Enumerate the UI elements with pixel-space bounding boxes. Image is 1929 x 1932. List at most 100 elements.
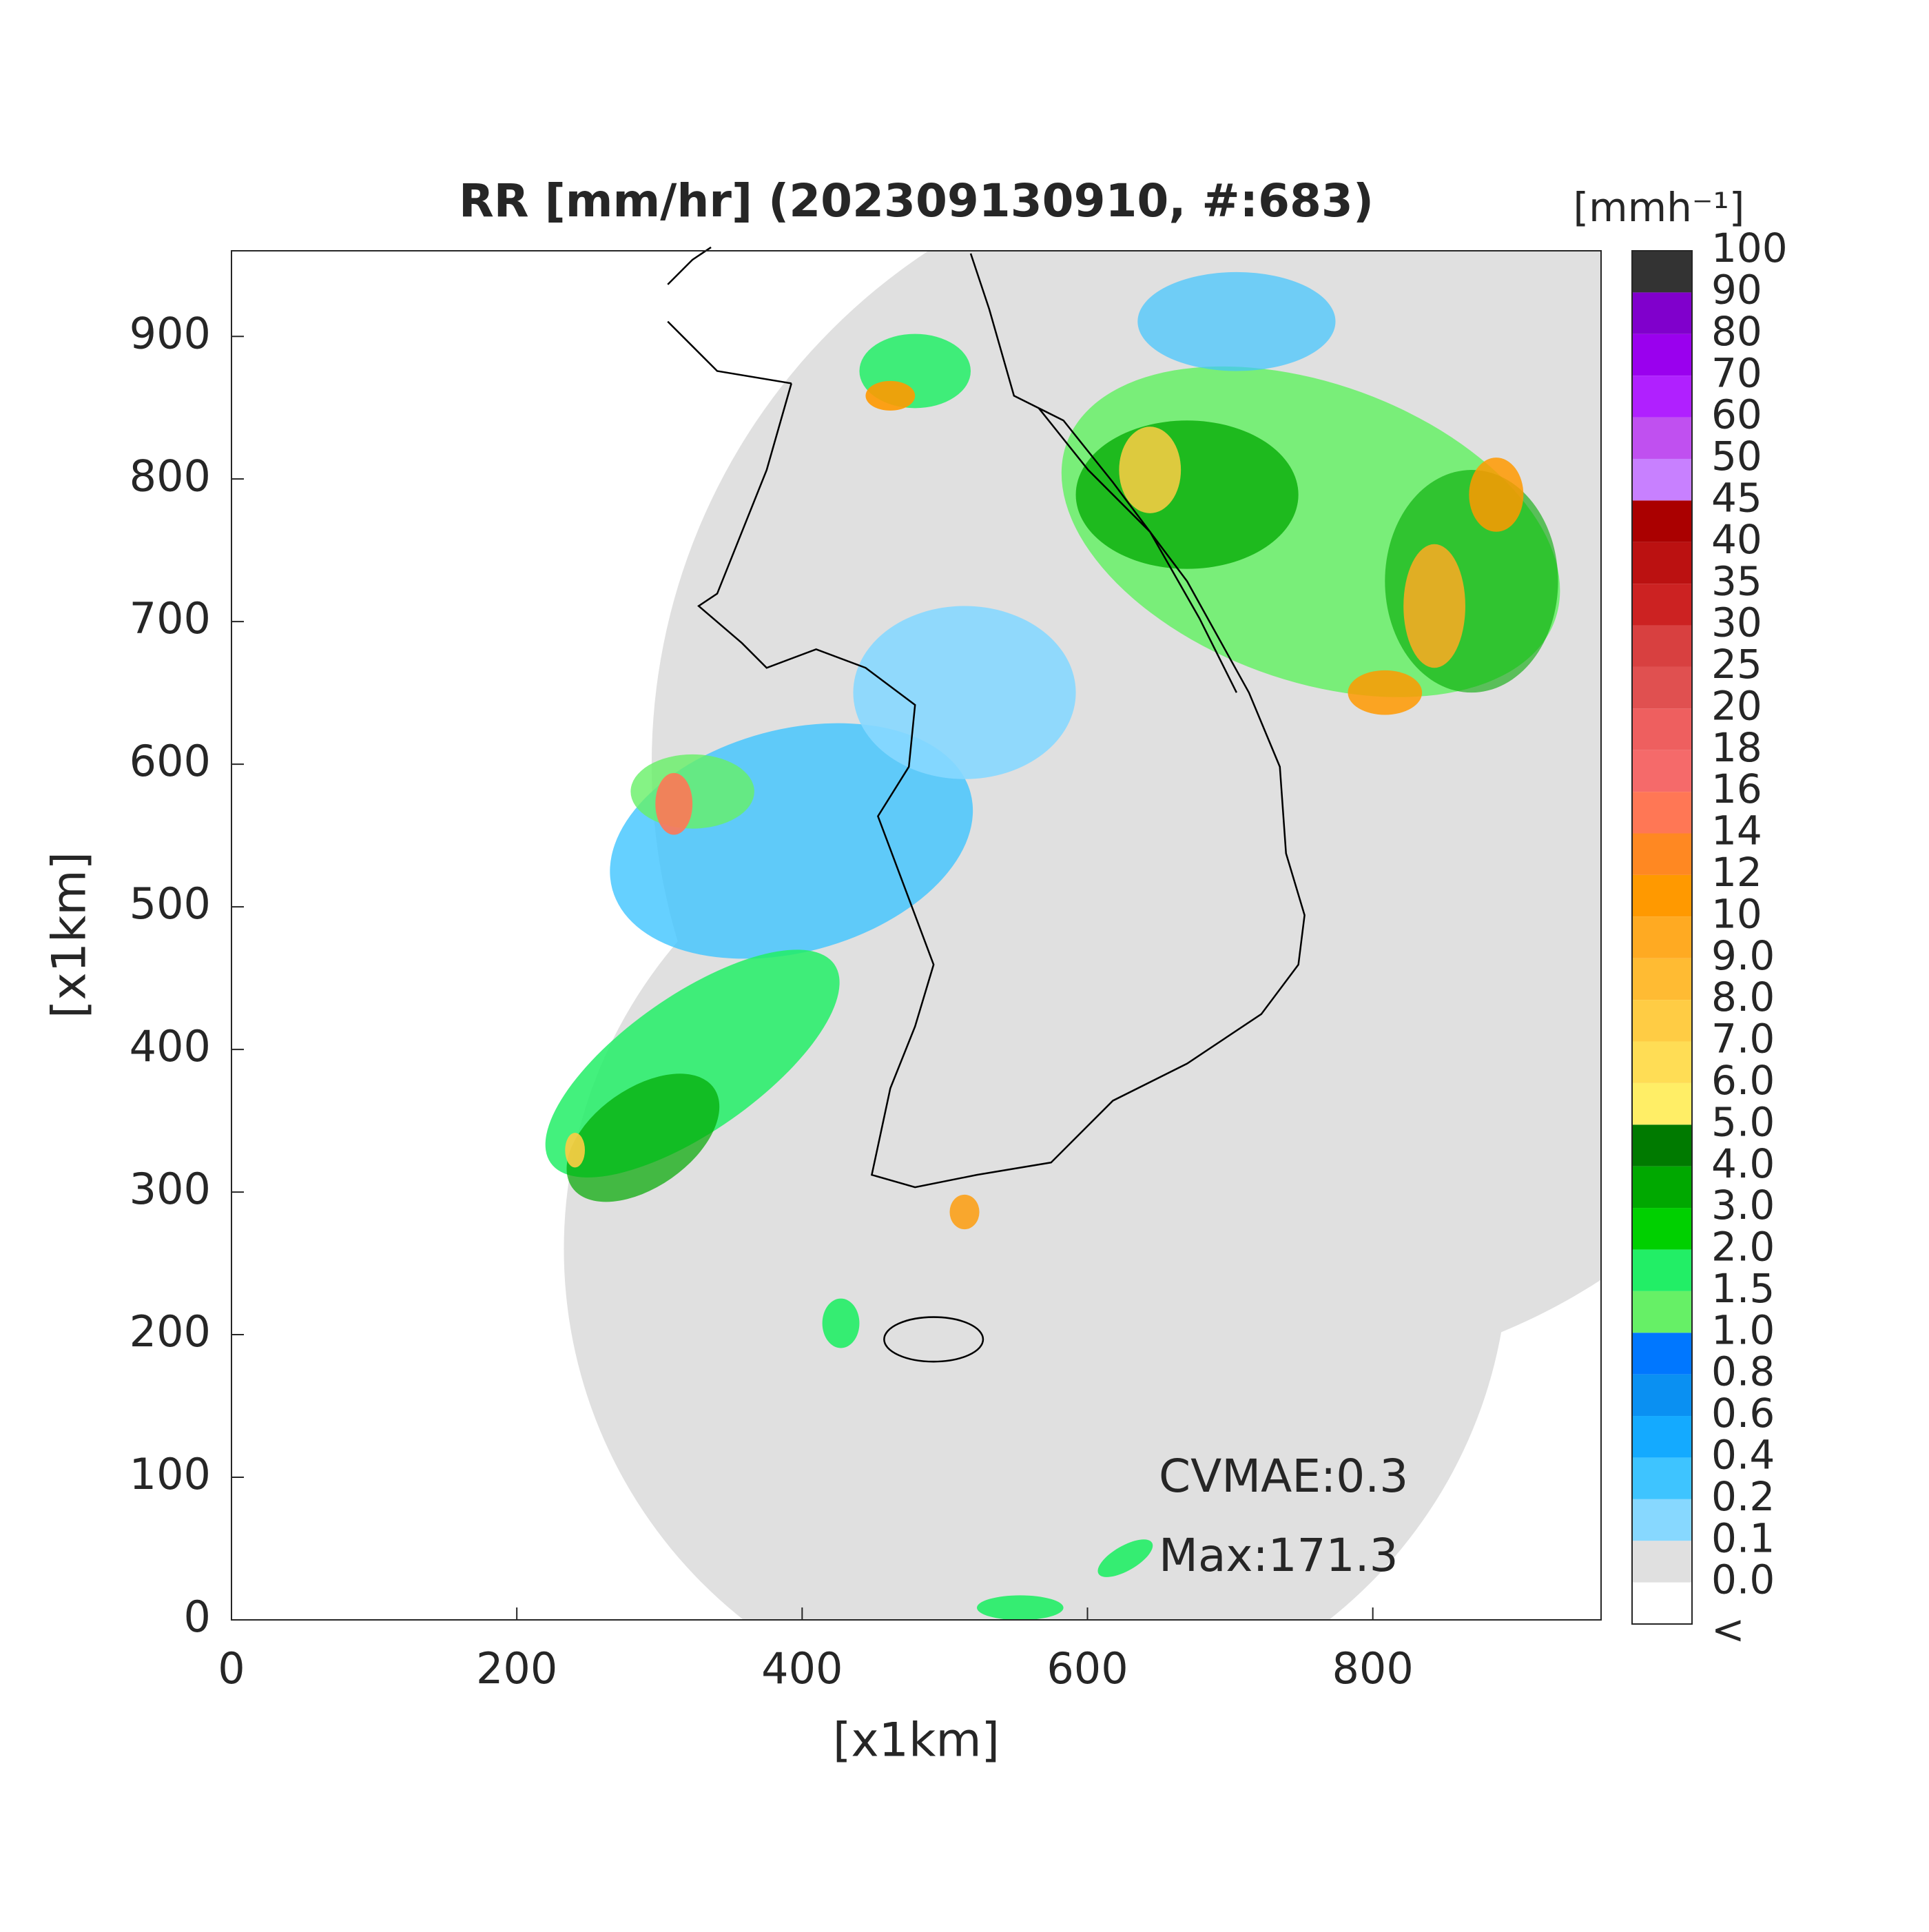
x-tick-label: 0: [218, 1643, 245, 1694]
rain-cell: [976, 1595, 1064, 1621]
x-tick-label: 600: [1046, 1643, 1128, 1694]
colorbar-bin: [1632, 292, 1692, 334]
colorbar-label: 9.0: [1711, 932, 1775, 979]
y-tick-label: 800: [130, 451, 211, 501]
colorbar-label: 35: [1711, 557, 1762, 604]
colorbar-bin: [1632, 1499, 1692, 1541]
rain-cell: [1469, 458, 1524, 532]
border-line: [667, 246, 792, 384]
rain-cell: [949, 1194, 980, 1230]
colorbar-bin: [1632, 958, 1692, 1000]
colorbar-label: 60: [1711, 391, 1762, 438]
colorbar-bin: [1632, 833, 1692, 875]
colorbar-bin: [1632, 1416, 1692, 1458]
colorbar-bin: [1632, 417, 1692, 459]
rain-cell: [822, 1298, 860, 1348]
y-tick-label: 600: [130, 736, 211, 786]
coast-line: [697, 253, 1306, 1189]
x-tick-label: 400: [761, 1643, 843, 1694]
colorbar-bin: [1632, 916, 1692, 958]
colorbar-bin: [1632, 1457, 1692, 1499]
colorbar-label: 4.0: [1711, 1140, 1775, 1187]
colorbar-label: 40: [1711, 516, 1762, 563]
colorbar-bin: [1632, 1582, 1692, 1624]
colorbar-bin: [1632, 625, 1692, 667]
y-tick-label: 700: [130, 593, 211, 644]
rain-cell: [1403, 544, 1465, 668]
colorbar-bin: [1632, 542, 1692, 584]
colorbar-label: 3.0: [1711, 1182, 1775, 1229]
rain-cell: [1348, 670, 1423, 715]
annotation: CVMAE:0.3: [1159, 1450, 1408, 1503]
colorbar-bin: [1632, 584, 1692, 626]
colorbar-label: 5.0: [1711, 1098, 1775, 1145]
colorbar-title: [mmh⁻¹]: [1574, 184, 1745, 231]
colorbar-label: 1.0: [1711, 1306, 1775, 1353]
map-layer: [545, 246, 1602, 1621]
colorbar-label: 0.6: [1711, 1390, 1775, 1437]
y-tick-label: 500: [130, 878, 211, 929]
colorbar-label: 0.4: [1711, 1432, 1775, 1479]
colorbar-label: 45: [1711, 474, 1762, 521]
colorbar-label: 14: [1711, 808, 1762, 854]
x-axis-label: [x1km]: [833, 1714, 1000, 1768]
colorbar-frame: [1631, 250, 1693, 1625]
rain-cell: [1119, 427, 1182, 513]
colorbar-label: 70: [1711, 349, 1762, 396]
colorbar-bin: [1632, 1124, 1692, 1167]
colorbar-label: 0.0: [1711, 1556, 1775, 1603]
y-axis-label: [x1km]: [43, 852, 97, 1018]
colorbar-label: 25: [1711, 641, 1762, 688]
colorbar-label: 50: [1711, 433, 1762, 480]
rain-cell: [565, 1133, 585, 1168]
colorbar-bin: [1632, 1291, 1692, 1333]
colorbar-label: 10: [1711, 890, 1762, 937]
x-tick-label: 800: [1332, 1643, 1413, 1694]
rain-cell: [865, 380, 916, 411]
colorbar-bin: [1632, 666, 1692, 709]
colorbar-bin: [1632, 1208, 1692, 1250]
colorbar-bin: [1632, 251, 1692, 293]
rain-area: [630, 754, 754, 829]
colorbar-label: 30: [1711, 599, 1762, 646]
colorbar-bin: [1632, 708, 1692, 750]
plot-frame: [231, 250, 1602, 1621]
colorbar-label: <: [1711, 1606, 1745, 1653]
colorbar-label: 8.0: [1711, 974, 1775, 1020]
colorbar-label: 6.0: [1711, 1057, 1775, 1104]
colorbar-label: 1.5: [1711, 1265, 1775, 1312]
colorbar-label: 0.1: [1711, 1514, 1775, 1561]
rain-cell: [1097, 1539, 1153, 1577]
y-tick-label: 300: [130, 1164, 211, 1214]
colorbar-label: 20: [1711, 682, 1762, 729]
colorbar-bin: [1632, 458, 1692, 501]
colorbar-bin: [1632, 1541, 1692, 1583]
border-line: [1038, 407, 1238, 693]
colorbar-bin: [1632, 1166, 1692, 1209]
annotation: Max:171.3: [1159, 1529, 1399, 1582]
colorbar-label: 90: [1711, 267, 1762, 314]
colorbar-bin: [1632, 1333, 1692, 1375]
chart-title: RR [mm/hr] (202309130910, #:683): [459, 174, 1374, 227]
colorbar-bin: [1632, 1249, 1692, 1291]
colorbar-bin: [1632, 1374, 1692, 1417]
colorbar-label: 16: [1711, 765, 1762, 812]
colorbar-label: 12: [1711, 849, 1762, 896]
colorbar-bin: [1632, 376, 1692, 418]
colorbar-label: 18: [1711, 724, 1762, 771]
colorbar-label: 2.0: [1711, 1224, 1775, 1271]
island-outline: [883, 1316, 984, 1363]
colorbar-label: 100: [1711, 225, 1788, 271]
colorbar-bin: [1632, 1041, 1692, 1083]
rain-area: [566, 1073, 720, 1202]
colorbar-label: 0.2: [1711, 1473, 1775, 1520]
rain-cell: [655, 772, 693, 835]
rain-area: [1137, 271, 1336, 371]
colorbar-bin: [1632, 750, 1692, 792]
y-tick-label: 200: [130, 1306, 211, 1357]
y-tick-label: 400: [130, 1021, 211, 1071]
colorbar-bin: [1632, 792, 1692, 834]
colorbar-bin: [1632, 500, 1692, 542]
colorbar-label: 7.0: [1711, 1016, 1775, 1062]
